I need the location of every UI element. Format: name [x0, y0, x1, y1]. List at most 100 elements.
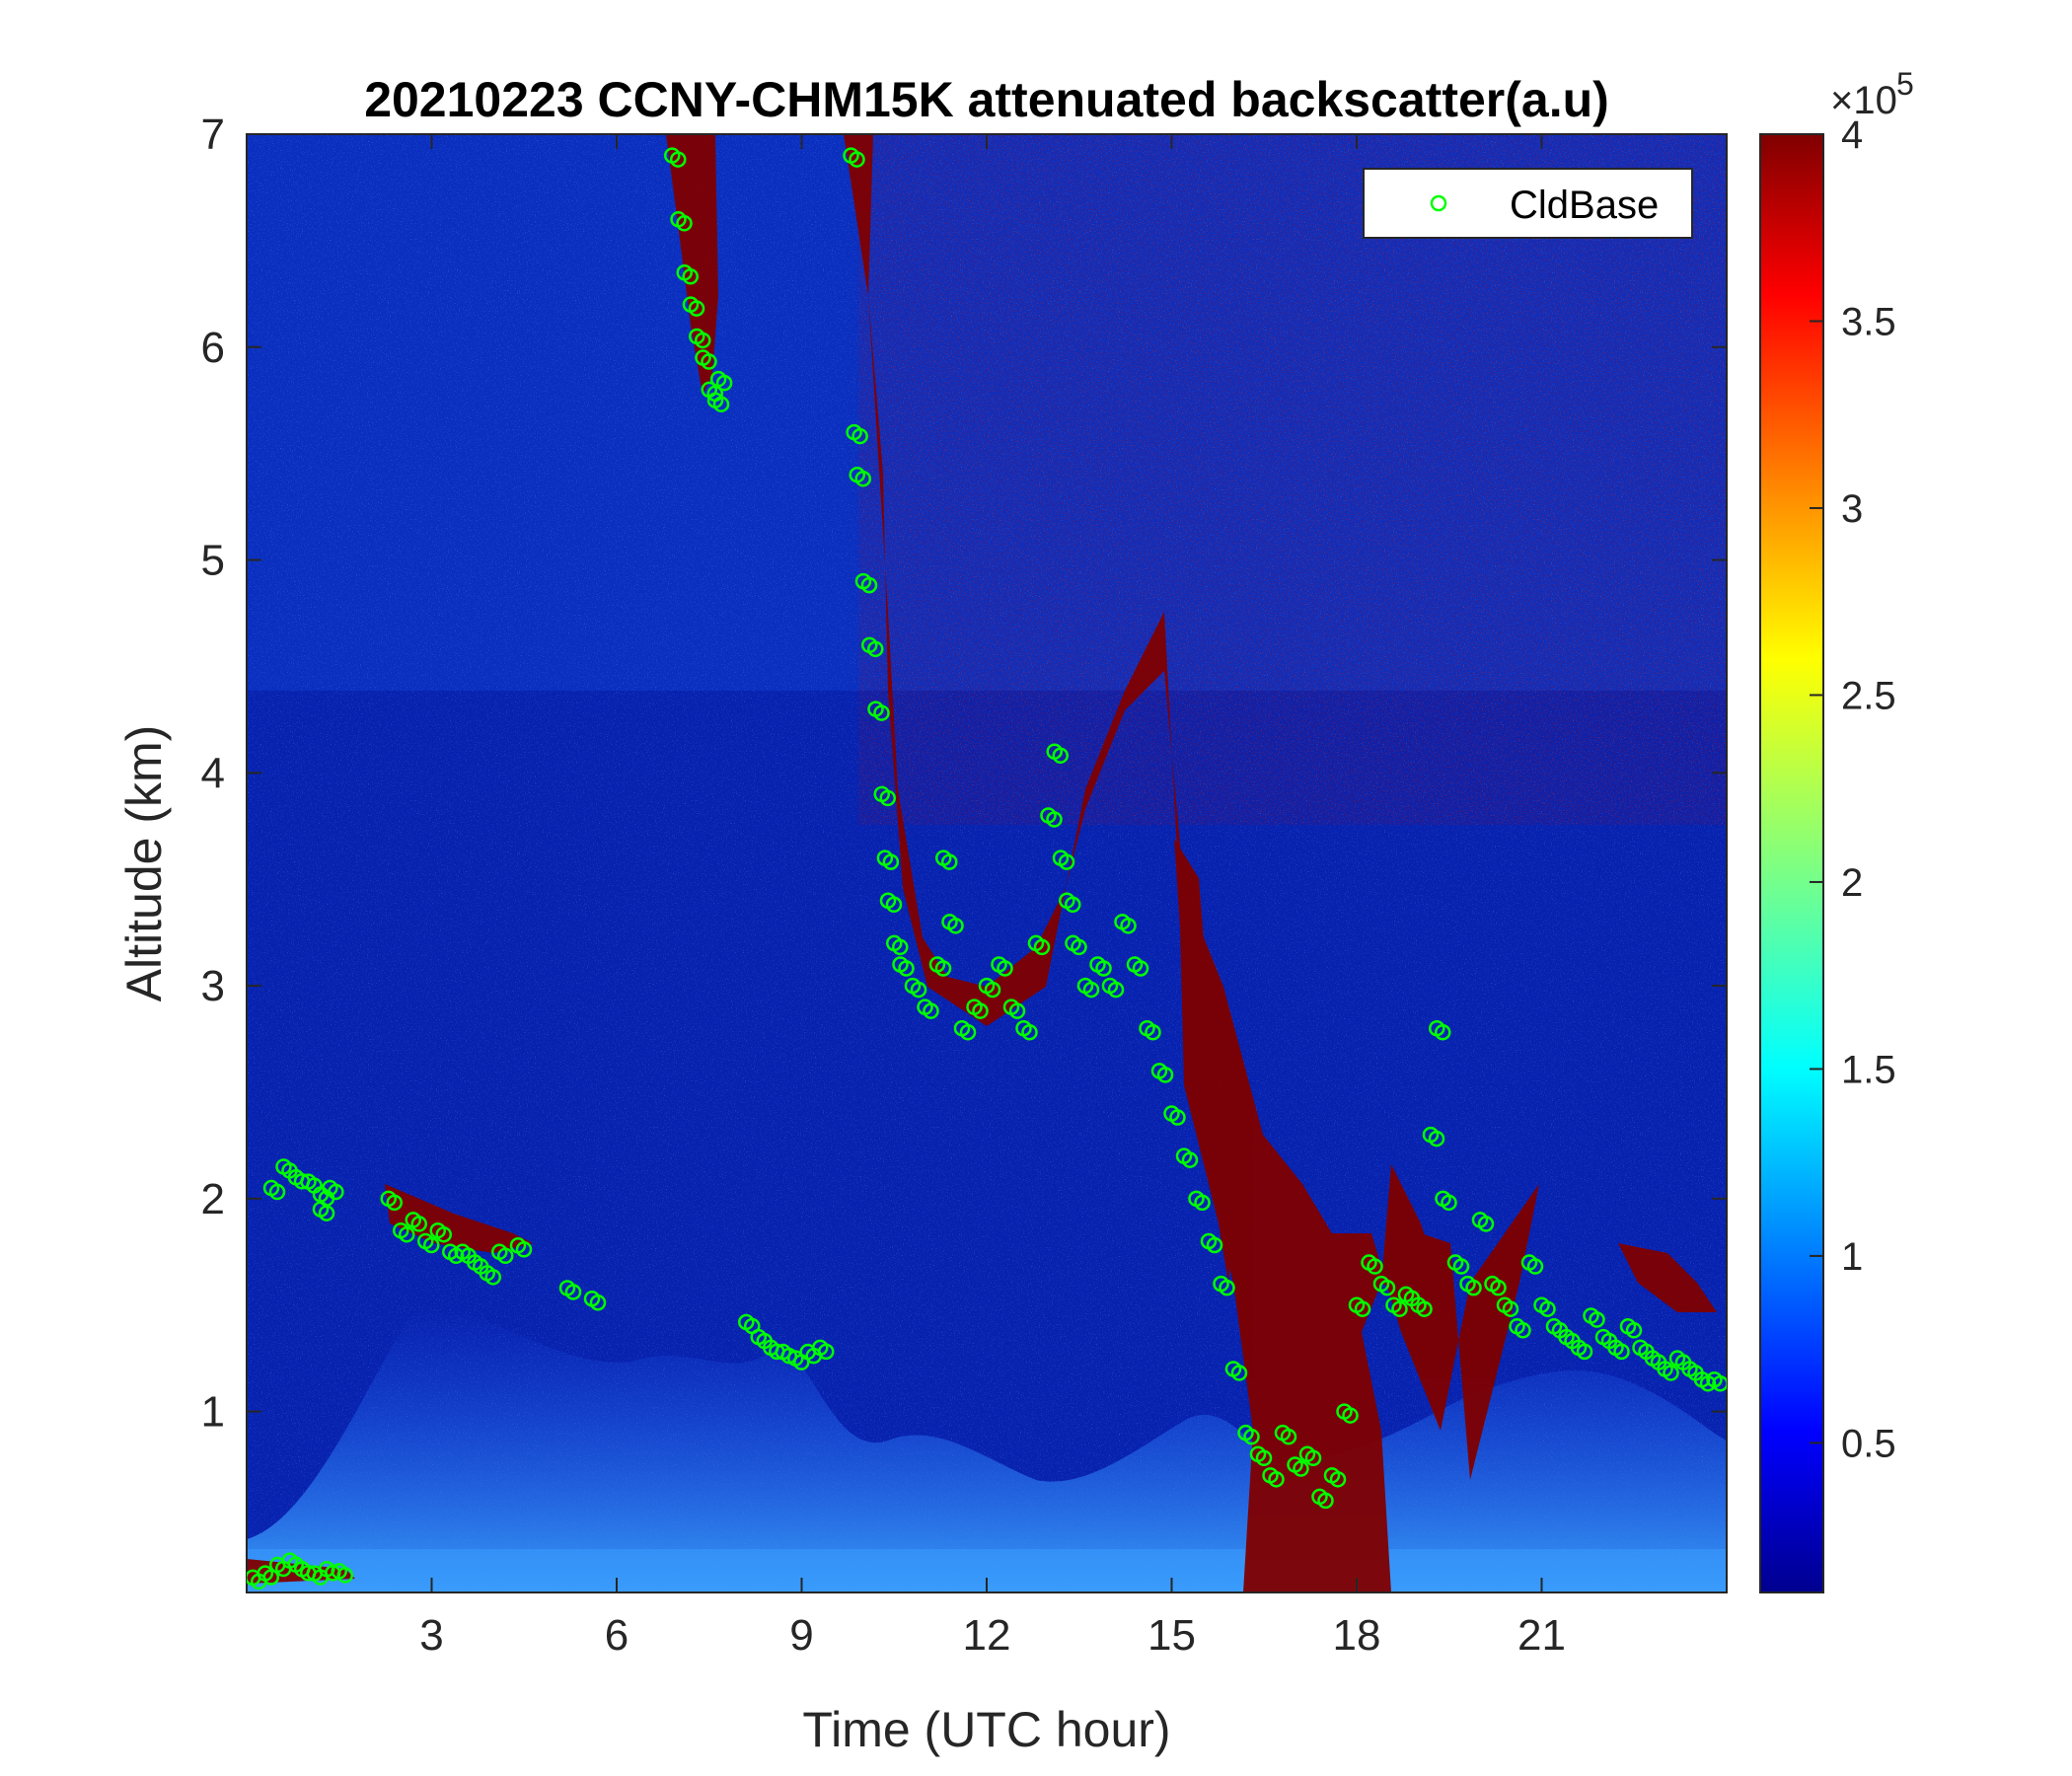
cldbase-point	[1280, 1428, 1297, 1445]
cldbase-point	[1428, 1130, 1445, 1147]
cldbase-point	[1663, 1365, 1679, 1381]
cldbase-point	[1304, 1449, 1322, 1467]
legend: CldBase	[1363, 168, 1693, 239]
colorbar-tick-label: 2	[1841, 861, 1863, 905]
heatmap	[247, 134, 1727, 1592]
cldbase-point	[1515, 1322, 1531, 1339]
cldbase-point	[515, 1241, 533, 1258]
cldbase-point	[1156, 1067, 1174, 1083]
cldbase-point	[676, 215, 693, 232]
y-tick-label: 4	[201, 749, 225, 797]
cldbase-point	[1243, 1428, 1260, 1445]
cldbase-point	[497, 1247, 514, 1265]
cldbase-point	[328, 1183, 344, 1201]
legend-box	[1363, 168, 1693, 239]
cldbase-point	[1293, 1460, 1309, 1477]
cldbase-point	[1052, 747, 1069, 764]
y-tick-label: 2	[201, 1175, 225, 1223]
x-tick-label: 18	[1333, 1611, 1381, 1660]
colorbar-tick-label: 2.5	[1841, 674, 1896, 717]
cldbase-point	[1465, 1279, 1482, 1296]
colorbar: 0.5 1 1.5 2 2.5 3 3.5 4 ×10 5	[1759, 66, 1914, 1593]
y-axis-label: Altitude (km)	[116, 725, 172, 1002]
cldbase-point	[701, 353, 717, 370]
cldbase-point	[1391, 1300, 1408, 1317]
colorbar-tick-label: 4	[1841, 113, 1863, 157]
cldbase-point	[860, 576, 878, 594]
cldbase-point	[997, 960, 1013, 977]
cldbase-point	[1181, 1151, 1199, 1168]
cldbase-point	[1268, 1471, 1285, 1488]
cldbase-point	[818, 1343, 835, 1361]
x-axis-label: Time (UTC hour)	[802, 1702, 1170, 1757]
cldbase-point	[1378, 1279, 1396, 1296]
cldbase-point	[1033, 938, 1051, 956]
cldbase-point	[1452, 1258, 1470, 1275]
cldbase-point	[1255, 1449, 1273, 1467]
cldbase-point	[589, 1294, 607, 1311]
cldbase-point	[849, 151, 865, 168]
cldbase-point	[1046, 811, 1063, 828]
cldbase-point	[898, 960, 915, 977]
cldbase-point	[1145, 1023, 1161, 1041]
x-tick-label: 3	[419, 1611, 443, 1660]
cldbase-point	[262, 1569, 279, 1586]
cldbase-point	[1576, 1343, 1593, 1361]
y-tick-label: 6	[201, 324, 225, 372]
legend-entry-cldbase: CldBase	[1510, 184, 1659, 227]
cldbase-point	[941, 853, 958, 870]
cldbase-point	[1095, 960, 1112, 977]
cldbase-point	[1490, 1279, 1507, 1296]
x-axis: 3 6 9 12 15 18 21	[419, 134, 1566, 1660]
cldbase-point	[1329, 1471, 1347, 1488]
colorbar-exponent-power: 5	[1896, 66, 1914, 102]
y-tick-label: 7	[201, 111, 225, 159]
cldbase-point	[1132, 960, 1149, 977]
cldbase-point	[399, 1225, 415, 1243]
cldbase-point	[1071, 938, 1087, 956]
cldbase-point	[268, 1183, 286, 1201]
y-axis: 1 2 3 4 5 6 7	[201, 111, 1727, 1437]
cldbase-point	[1082, 981, 1100, 999]
cldbase-point	[1065, 896, 1081, 914]
cldbase-point	[879, 789, 896, 807]
chart-title: 20210223 CCNY-CHM15K attenuated backscat…	[364, 72, 1609, 127]
colorbar-exponent-base: ×10	[1830, 79, 1897, 122]
cldbase-point	[1342, 1407, 1359, 1424]
y-tick-label: 1	[201, 1388, 225, 1437]
cldbase-point	[1416, 1300, 1433, 1317]
cldbase-point	[854, 470, 871, 487]
cldbase-point	[423, 1236, 440, 1254]
cldbase-point	[851, 427, 868, 445]
cldbase-point	[564, 1284, 582, 1300]
cldbase-point	[910, 981, 927, 999]
colorbar-gradient	[1759, 133, 1824, 1593]
cldbase-series	[247, 147, 1727, 1591]
cldbase-point	[882, 853, 900, 870]
cldbase-point	[1435, 1023, 1451, 1041]
cldbase-point	[1589, 1311, 1605, 1328]
cldbase-point	[1194, 1194, 1211, 1212]
cldbase-point	[1058, 853, 1075, 870]
cldbase-point	[1712, 1374, 1727, 1392]
cldbase-point	[1539, 1300, 1556, 1317]
cldbase-point	[1526, 1258, 1544, 1275]
colorbar-tick-label: 3.5	[1841, 300, 1896, 343]
cldbase-point	[1441, 1194, 1457, 1212]
cldbase-point	[1107, 981, 1125, 999]
cldbase-point	[336, 1567, 353, 1584]
cldbase-point	[1625, 1322, 1643, 1339]
x-tick-label: 9	[789, 1611, 813, 1660]
cldbase-point	[885, 896, 903, 914]
cldbase-point	[682, 267, 699, 285]
y-tick-label: 5	[201, 537, 225, 585]
cldbase-point	[688, 300, 705, 317]
colorbar-tick-label: 1	[1841, 1235, 1863, 1279]
cldbase-point	[867, 640, 884, 658]
colorbar-tick-label: 0.5	[1841, 1422, 1896, 1465]
cldbase-point	[1230, 1365, 1248, 1381]
cldbase-point	[712, 396, 730, 412]
cldbase-point	[984, 981, 1001, 999]
cldbase-point	[1367, 1258, 1383, 1275]
